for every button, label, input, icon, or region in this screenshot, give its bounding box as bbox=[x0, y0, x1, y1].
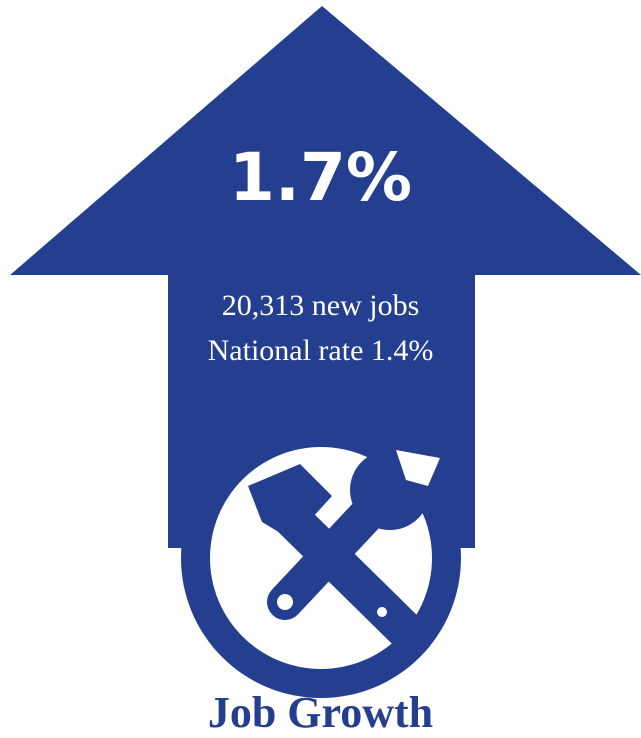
arrow-shape bbox=[10, 6, 641, 548]
national-rate: National rate 1.4% bbox=[207, 334, 434, 367]
growth-percentage: 1.7% bbox=[228, 139, 413, 216]
new-jobs-count: 20,313 new jobs bbox=[221, 289, 420, 322]
caption-title: Job Growth bbox=[207, 688, 434, 737]
